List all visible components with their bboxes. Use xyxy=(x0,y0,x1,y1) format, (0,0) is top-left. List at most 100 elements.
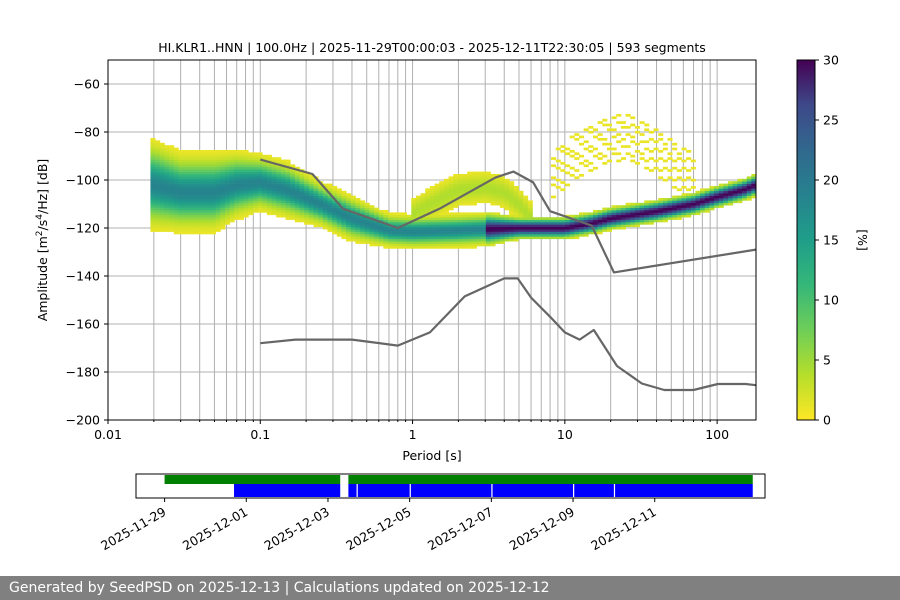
heatmap-cell xyxy=(187,188,193,192)
heatmap-cell xyxy=(471,198,477,201)
heatmap-cell xyxy=(243,154,249,158)
heatmap-cell xyxy=(588,169,594,172)
heatmap-cell xyxy=(602,210,608,213)
heatmap-cell xyxy=(318,190,324,194)
heatmap-cell xyxy=(183,202,189,206)
heatmap-cell xyxy=(471,200,477,204)
heatmap-cell xyxy=(462,243,468,247)
heatmap-cell xyxy=(499,229,505,232)
heatmap-cell xyxy=(215,178,221,182)
heatmap-cell xyxy=(751,195,756,199)
heatmap-cell xyxy=(271,181,277,184)
heatmap-cell xyxy=(429,214,435,218)
heatmap-cell xyxy=(481,217,487,220)
heatmap-cell xyxy=(462,224,468,228)
heatmap-cell xyxy=(453,226,459,230)
heatmap-cell xyxy=(183,178,189,182)
heatmap-cell xyxy=(178,207,184,211)
heatmap-cell xyxy=(159,212,165,216)
x-tick-label: 10 xyxy=(557,427,573,442)
heatmap-cell xyxy=(481,226,487,230)
heatmap-cell xyxy=(439,217,445,220)
heatmap-cell xyxy=(280,200,286,204)
heatmap-cell xyxy=(481,214,487,218)
heatmap-cell xyxy=(178,178,184,182)
heatmap-cell xyxy=(392,231,398,235)
heatmap-cell xyxy=(518,190,524,194)
heatmap-cell xyxy=(625,126,631,129)
heatmap-cell xyxy=(220,152,226,156)
heatmap-cell xyxy=(634,222,640,225)
heatmap-cell xyxy=(211,202,217,206)
heatmap-cell xyxy=(332,224,338,228)
heatmap-cell xyxy=(606,214,612,218)
heatmap-cell xyxy=(406,246,412,249)
heatmap-cell xyxy=(439,190,445,194)
heatmap-cell xyxy=(495,178,501,182)
heatmap-cell xyxy=(616,140,622,144)
heatmap-cell xyxy=(471,212,477,216)
heatmap-cell xyxy=(704,190,710,194)
heatmap-cell xyxy=(169,212,175,216)
x-tick-label: 1 xyxy=(409,427,417,442)
heatmap-cell xyxy=(369,231,375,235)
heatmap-cell xyxy=(224,150,231,153)
heatmap-cell xyxy=(304,193,310,196)
heatmap-cell xyxy=(341,205,347,208)
heatmap-cell xyxy=(150,186,156,189)
heatmap-cell xyxy=(560,222,566,225)
heatmap-cell xyxy=(453,241,459,244)
heatmap-cell xyxy=(243,195,249,199)
heatmap-cell xyxy=(257,210,263,213)
heatmap-cell xyxy=(644,123,650,127)
heatmap-cell xyxy=(518,234,524,237)
heatmap-cell xyxy=(509,238,515,242)
heatmap-cell xyxy=(206,193,212,196)
heatmap-cell xyxy=(238,214,245,218)
heatmap-cell xyxy=(243,174,249,177)
heatmap-cell xyxy=(411,212,417,216)
heatmap-cell xyxy=(667,157,673,160)
heatmap-cell xyxy=(355,241,361,244)
heatmap-cell xyxy=(462,202,468,206)
heatmap-cell xyxy=(737,193,743,196)
heatmap-cell xyxy=(658,214,664,218)
heatmap-cell xyxy=(467,229,473,232)
heatmap-cell xyxy=(495,214,501,218)
heatmap-cell xyxy=(672,178,678,182)
heatmap-cell xyxy=(234,186,240,189)
heatmap-cell xyxy=(560,150,566,153)
heatmap-cell xyxy=(634,130,640,134)
heatmap-cell xyxy=(467,226,473,230)
heatmap-cell xyxy=(588,214,594,218)
heatmap-cell xyxy=(266,162,272,165)
heatmap-cell xyxy=(630,140,636,144)
heatmap-cell xyxy=(248,198,254,201)
heatmap-cell xyxy=(565,147,571,151)
heatmap-cell xyxy=(355,231,361,235)
heatmap-cell xyxy=(178,222,184,225)
heatmap-cell xyxy=(159,193,165,196)
heatmap-cell xyxy=(555,222,561,225)
heatmap-cell xyxy=(276,202,282,206)
heatmap-cell xyxy=(630,202,636,206)
heatmap-cell xyxy=(448,193,454,196)
heatmap-cell xyxy=(271,166,277,170)
heatmap-cell xyxy=(369,224,375,228)
heatmap-cell xyxy=(346,198,352,201)
heatmap-cell xyxy=(700,210,706,213)
heatmap-cell xyxy=(304,222,310,225)
heatmap-cell xyxy=(322,205,328,208)
heatmap-cell xyxy=(294,186,300,189)
heatmap-cell xyxy=(457,176,463,180)
heatmap-cell xyxy=(211,169,217,172)
heatmap-cell xyxy=(308,222,314,225)
heatmap-cell xyxy=(481,234,487,237)
heatmap-cell xyxy=(443,181,449,184)
heatmap-cell xyxy=(238,157,245,160)
heatmap-cell xyxy=(262,183,268,187)
heatmap-cell xyxy=(304,210,310,213)
heatmap-cell xyxy=(169,181,175,184)
heatmap-cell xyxy=(746,176,752,180)
heatmap-cell xyxy=(429,238,435,242)
